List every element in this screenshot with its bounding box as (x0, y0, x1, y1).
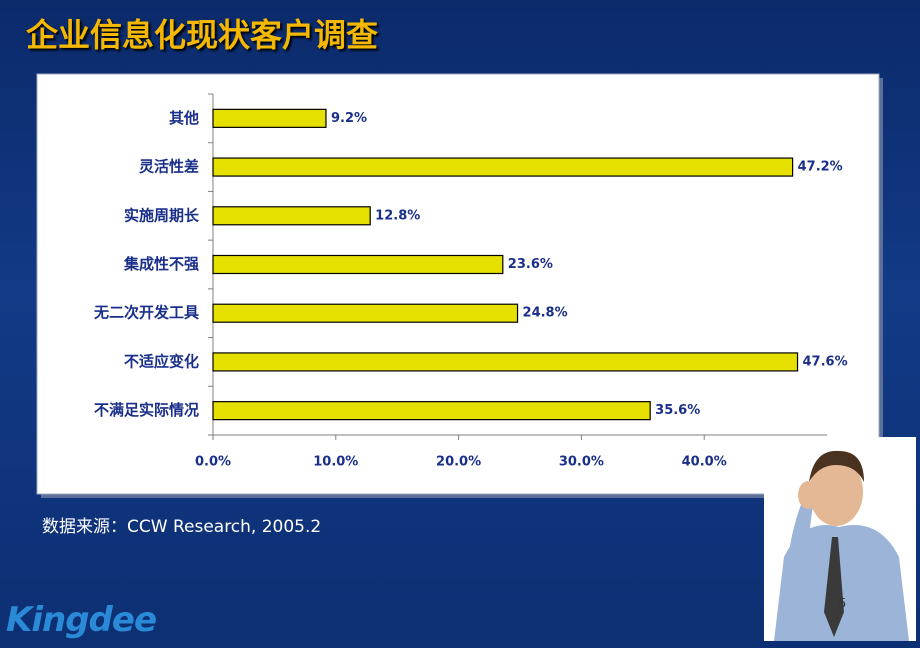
page-number: 5 (838, 597, 846, 612)
tie (824, 537, 844, 637)
bar (212, 303, 519, 323)
value-label: 12.8% (375, 208, 420, 223)
value-label: 23.6% (508, 257, 553, 272)
y-tick-label: 不满足实际情况 (94, 401, 199, 419)
value-label: 9.2% (331, 111, 367, 126)
x-tick-label: 0.0% (195, 455, 231, 470)
face (809, 458, 863, 526)
x-tick-label: 30.0% (559, 455, 604, 470)
bar (212, 206, 371, 226)
arm (786, 497, 814, 637)
bar (212, 352, 799, 372)
y-tick-label: 不适应变化 (124, 352, 199, 370)
y-tick-label: 集成性不强 (123, 255, 199, 273)
y-tick-label: 其他 (169, 109, 199, 127)
y-tick-label: 实施周期长 (124, 206, 200, 224)
value-label: 47.6% (803, 354, 848, 369)
bar (212, 157, 794, 177)
y-tick-label: 灵活性差 (139, 158, 199, 176)
source-note: 数据来源：CCW Research, 2005.2 (42, 517, 322, 537)
y-tick-label: 无二次开发工具 (93, 304, 199, 322)
photo: 5 (764, 437, 916, 641)
logo: Kingdee (6, 600, 157, 640)
bar (212, 401, 651, 421)
x-tick-label: 40.0% (682, 455, 727, 470)
bar (212, 108, 327, 128)
value-label: 47.2% (798, 160, 843, 175)
bar (212, 254, 504, 275)
x-tick-label: 20.0% (436, 455, 481, 470)
x-tick-label: 10.0% (313, 455, 358, 470)
chart-box (36, 73, 880, 495)
value-label: 24.8% (523, 306, 568, 321)
hand (798, 481, 818, 509)
slide-title: 企业信息化现状客户调查 (26, 16, 379, 54)
hair (809, 450, 864, 482)
value-label: 35.6% (655, 403, 700, 418)
